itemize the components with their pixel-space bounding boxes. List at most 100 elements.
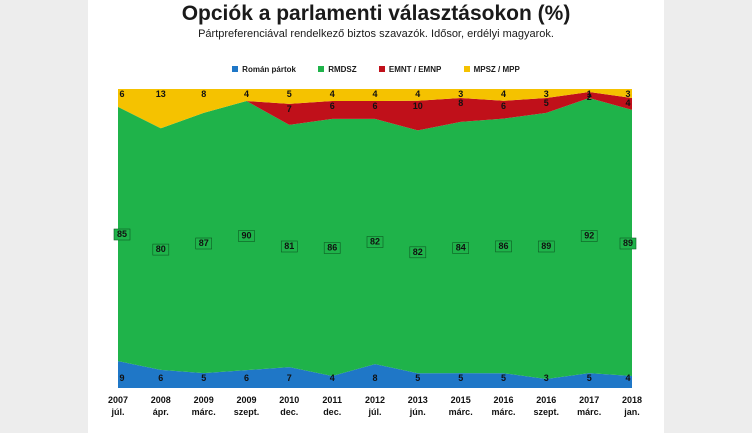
data-label-roman: 6 — [244, 373, 249, 383]
data-label-rmdsz: 92 — [584, 231, 594, 241]
x-tick-month: szept. — [234, 407, 260, 417]
x-tick-month: jún. — [409, 407, 426, 417]
right-margin — [664, 0, 752, 433]
data-label-roman: 4 — [625, 373, 630, 383]
x-tick-month: márc. — [449, 407, 473, 417]
data-label-emnt: 4 — [625, 98, 630, 108]
data-label-emnt: 8 — [458, 98, 463, 108]
data-label-roman: 5 — [415, 373, 420, 383]
data-label-roman: 5 — [201, 373, 206, 383]
x-tick-month: júl. — [111, 407, 125, 417]
data-label-emnt: 6 — [501, 101, 506, 111]
x-tick-year: 2016 — [536, 395, 556, 405]
x-tick-month: szept. — [534, 407, 560, 417]
data-label-rmdsz: 81 — [284, 241, 294, 251]
data-label-box — [580, 230, 598, 242]
area-roman — [118, 361, 632, 388]
x-tick-year: 2017 — [579, 395, 599, 405]
data-label-mpsz: 4 — [244, 89, 249, 99]
data-label-mpsz: 8 — [201, 89, 206, 99]
x-tick-year: 2018 — [622, 395, 642, 405]
data-label-rmdsz: 82 — [413, 247, 423, 257]
data-label-emnt: 6 — [372, 101, 377, 111]
x-tick-year: 2008 — [151, 395, 171, 405]
legend-swatch-mpsz — [463, 66, 470, 72]
data-label-rmdsz: 89 — [541, 241, 551, 251]
legend-swatch-roman — [232, 66, 239, 72]
data-label-mpsz: 4 — [501, 89, 506, 99]
data-label-roman: 7 — [287, 373, 292, 383]
x-tick-month: márc. — [577, 407, 601, 417]
x-tick-year: 2010 — [279, 395, 299, 405]
x-tick-month: júl. — [368, 407, 382, 417]
data-label-mpsz: 5 — [287, 89, 292, 99]
data-label-box — [495, 240, 512, 253]
x-tick-month: dec. — [323, 407, 341, 417]
data-label-mpsz: 1 — [587, 89, 592, 99]
x-tick-year: 2011 — [322, 395, 342, 405]
data-label-emnt: 10 — [413, 101, 423, 111]
legend-label-rmdsz: RMDSZ — [328, 65, 357, 74]
data-label-emnt: 6 — [330, 101, 335, 111]
x-tick-year: 2015 — [451, 395, 471, 405]
data-label-rmdsz: 85 — [117, 229, 127, 239]
data-label-box — [238, 230, 255, 242]
data-label-mpsz: 3 — [544, 89, 549, 99]
legend-swatch-rmdsz — [318, 66, 325, 72]
x-axis: 2007 júl. 2008 ápr. 2009 márc. 2009 szept. 2010 d… — [108, 395, 642, 417]
x-tick-month: dec. — [280, 407, 298, 417]
data-label-box — [152, 243, 170, 256]
data-label-mpsz: 4 — [330, 89, 335, 99]
data-label-emnt: 2 — [587, 92, 592, 102]
data-label-box — [409, 246, 427, 259]
data-label-rmdsz: 89 — [623, 238, 633, 248]
data-label-box — [195, 237, 212, 250]
x-tick-month: jan. — [623, 407, 640, 417]
legend-swatch-emnt — [378, 66, 385, 72]
x-tick-year: 2012 — [365, 395, 385, 405]
x-tick-year: 2007 — [108, 395, 128, 405]
data-label-roman: 9 — [119, 373, 124, 383]
data-label-box — [537, 240, 555, 253]
x-tick-month: ápr. — [153, 407, 169, 417]
data-label-mpsz: 3 — [458, 89, 463, 99]
x-tick-year: 2009 — [194, 395, 214, 405]
x-tick-month: márc. — [192, 407, 216, 417]
data-label-mpsz: 13 — [156, 89, 166, 99]
data-label-roman: 6 — [158, 373, 163, 383]
data-label-roman: 5 — [587, 373, 592, 383]
data-label-box — [452, 242, 470, 254]
legend-item-mpsz: MPSZ / MPP — [463, 65, 520, 74]
data-label-roman: 5 — [458, 373, 463, 383]
data-label-rmdsz: 80 — [156, 244, 166, 254]
legend-label-roman: Román pártok — [242, 65, 296, 74]
data-label-mpsz: 6 — [119, 89, 124, 99]
chart-legend: Román pártok RMDSZ EMNT / EMNP MPSZ / MP… — [0, 65, 752, 74]
left-margin — [0, 0, 88, 433]
data-label-rmdsz: 87 — [199, 238, 209, 248]
data-label-rmdsz: 82 — [370, 237, 380, 247]
data-label-mpsz: 4 — [415, 89, 420, 99]
data-label-box — [323, 242, 341, 254]
data-label-rmdsz: 86 — [498, 241, 508, 251]
data-label-rmdsz: 86 — [327, 243, 337, 253]
data-label-roman: 5 — [501, 373, 506, 383]
data-label-mpsz: 3 — [625, 89, 630, 99]
data-label-emnt: 7 — [287, 104, 292, 114]
data-label-box — [619, 237, 637, 250]
x-tick-year: 2009 — [236, 395, 256, 405]
area-mpsz — [118, 89, 632, 129]
data-label-roman: 3 — [544, 373, 549, 383]
data-label-roman: 4 — [330, 373, 335, 383]
data-label-rmdsz: 84 — [456, 243, 466, 253]
data-label-box — [280, 240, 298, 253]
data-label-mpsz: 4 — [372, 89, 377, 99]
legend-item-rmdsz: RMDSZ — [318, 65, 357, 74]
data-label-emnt: 5 — [544, 98, 549, 108]
area-emnt — [118, 92, 632, 131]
legend-item-emnt: EMNT / EMNP — [378, 65, 441, 74]
x-tick-month: márc. — [491, 407, 515, 417]
chart-subtitle: Pártpreferenciával rendelkező biztos sza… — [198, 28, 554, 40]
